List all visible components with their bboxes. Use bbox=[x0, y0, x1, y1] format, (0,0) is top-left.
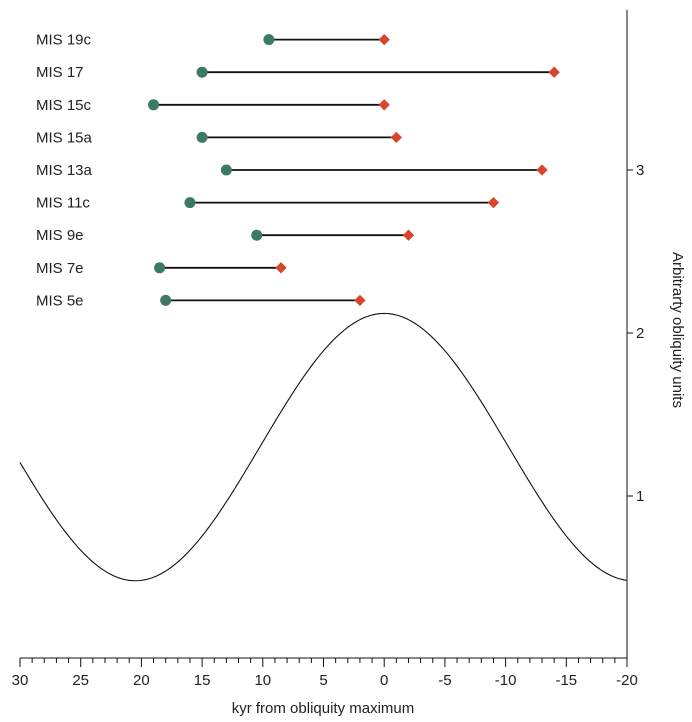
start-marker bbox=[160, 294, 172, 306]
x-tick-label: 30 bbox=[12, 672, 29, 689]
x-tick-label: -10 bbox=[495, 672, 517, 689]
x-tick-label: 20 bbox=[133, 672, 150, 689]
end-marker bbox=[378, 33, 390, 46]
interval-label: MIS 15c bbox=[36, 97, 92, 114]
curve-layer bbox=[19, 312, 628, 582]
interval-label: MIS 19c bbox=[36, 32, 92, 49]
interval-label: MIS 5e bbox=[36, 292, 84, 309]
interval-label: MIS 9e bbox=[36, 227, 84, 244]
interval-label: MIS 17 bbox=[36, 64, 84, 81]
interval-row: MIS 15c bbox=[36, 97, 390, 114]
interval-label: MIS 11c bbox=[36, 195, 90, 212]
x-tick-label: -15 bbox=[555, 672, 577, 689]
end-marker bbox=[275, 262, 287, 274]
y-axis: 1 2 3 bbox=[626, 10, 644, 658]
interval-row: MIS 9e bbox=[36, 227, 415, 244]
start-marker bbox=[220, 164, 232, 176]
x-tick-label: 25 bbox=[72, 672, 89, 689]
start-marker bbox=[184, 197, 196, 209]
interval-row: MIS 11c bbox=[36, 195, 500, 212]
start-marker bbox=[263, 34, 275, 46]
interval-row: MIS 13a bbox=[36, 162, 548, 179]
end-marker bbox=[390, 131, 402, 144]
interval-label: MIS 7e bbox=[36, 260, 84, 277]
interval-row: MIS 15a bbox=[36, 129, 402, 146]
x-tick-label: -20 bbox=[616, 672, 638, 689]
y-tick-label: 3 bbox=[636, 162, 644, 179]
interval-row: MIS 7e bbox=[36, 260, 287, 277]
start-marker bbox=[148, 99, 160, 111]
x-tick-label: 0 bbox=[380, 672, 388, 689]
end-marker bbox=[536, 164, 548, 176]
start-marker bbox=[196, 66, 208, 78]
end-marker bbox=[487, 196, 500, 209]
y-tick-label: 1 bbox=[636, 488, 644, 505]
interval-row: MIS 19c bbox=[36, 32, 390, 49]
x-axis: 30 25 20 15 10 5 0 -5 -10 -15 -20 bbox=[12, 657, 638, 689]
end-marker bbox=[378, 99, 390, 111]
x-tick-label: 5 bbox=[319, 672, 327, 689]
x-axis-title: kyr from obliquity maximum bbox=[232, 700, 415, 717]
start-marker bbox=[196, 131, 208, 143]
interval-row: MIS 5e bbox=[36, 292, 366, 309]
obliquity-curve bbox=[19, 312, 628, 582]
x-tick-label: 10 bbox=[254, 672, 271, 689]
start-marker bbox=[154, 262, 166, 274]
end-marker bbox=[548, 66, 560, 78]
start-marker bbox=[251, 229, 263, 241]
intervals-layer: MIS 19c MIS 17 MIS 15c MIS 15a MIS 13a MIS 11… bbox=[36, 32, 560, 309]
end-marker bbox=[402, 229, 415, 241]
x-tick-label: -5 bbox=[438, 672, 451, 689]
interval-row: MIS 17 bbox=[36, 64, 560, 81]
y-tick-label: 2 bbox=[636, 325, 644, 342]
end-marker bbox=[354, 294, 366, 307]
y-axis-title: Arbitrarty obliquity units bbox=[669, 252, 686, 408]
x-tick-label: 15 bbox=[194, 672, 211, 689]
interval-label: MIS 15a bbox=[36, 129, 93, 146]
interval-label: MIS 13a bbox=[36, 162, 93, 179]
